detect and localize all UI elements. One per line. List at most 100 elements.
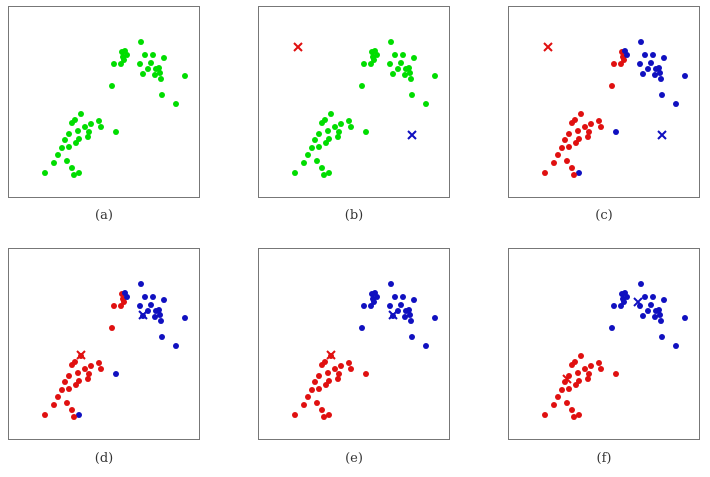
data-point bbox=[76, 412, 82, 418]
data-point bbox=[596, 360, 602, 366]
data-point bbox=[395, 66, 401, 72]
data-point bbox=[62, 137, 68, 143]
data-point bbox=[142, 52, 148, 58]
data-point bbox=[638, 39, 644, 45]
data-point bbox=[566, 386, 572, 392]
data-point bbox=[363, 371, 369, 377]
data-point bbox=[363, 129, 369, 135]
data-point bbox=[388, 281, 394, 287]
caption-e: (e) bbox=[345, 451, 363, 466]
data-point bbox=[98, 366, 104, 372]
data-point bbox=[371, 299, 377, 305]
data-point bbox=[387, 61, 393, 67]
data-point bbox=[73, 382, 79, 388]
data-point bbox=[109, 325, 115, 331]
centroid-marker-red bbox=[293, 42, 303, 52]
data-point bbox=[588, 363, 594, 369]
data-point bbox=[542, 412, 548, 418]
data-point bbox=[305, 394, 311, 400]
data-point bbox=[398, 60, 404, 66]
data-point bbox=[411, 297, 417, 303]
data-point bbox=[613, 371, 619, 377]
data-point bbox=[638, 281, 644, 287]
data-point bbox=[652, 72, 658, 78]
caption-b: (b) bbox=[344, 208, 364, 223]
data-point bbox=[51, 160, 57, 166]
caption-c: (c) bbox=[595, 208, 613, 223]
data-point bbox=[321, 414, 327, 420]
data-point bbox=[569, 165, 575, 171]
data-point bbox=[64, 400, 70, 406]
data-point bbox=[642, 294, 648, 300]
data-point bbox=[98, 124, 104, 130]
data-point bbox=[640, 71, 646, 77]
data-point bbox=[85, 134, 91, 140]
centroid-marker-blue bbox=[657, 130, 667, 140]
panel-d bbox=[8, 248, 200, 440]
centroid-marker-blue bbox=[407, 130, 417, 140]
data-point bbox=[598, 366, 604, 372]
data-point bbox=[124, 294, 130, 300]
data-point bbox=[316, 131, 322, 137]
data-point bbox=[659, 334, 665, 340]
data-point bbox=[321, 172, 327, 178]
data-point bbox=[390, 71, 396, 77]
data-point bbox=[551, 160, 557, 166]
data-point bbox=[292, 412, 298, 418]
data-point bbox=[148, 302, 154, 308]
data-point bbox=[374, 52, 380, 58]
data-point bbox=[325, 370, 331, 376]
data-point bbox=[402, 72, 408, 78]
data-point bbox=[409, 334, 415, 340]
data-point bbox=[86, 371, 92, 377]
data-point bbox=[88, 121, 94, 127]
data-point bbox=[559, 145, 565, 151]
data-point bbox=[309, 145, 315, 151]
data-point bbox=[55, 152, 61, 158]
data-point bbox=[346, 118, 352, 124]
data-point bbox=[661, 297, 667, 303]
scatter-plot-d bbox=[42, 281, 188, 420]
data-point bbox=[150, 294, 156, 300]
data-point bbox=[411, 55, 417, 61]
data-point bbox=[59, 145, 65, 151]
data-point bbox=[121, 57, 127, 63]
data-point bbox=[69, 120, 75, 126]
data-point bbox=[598, 124, 604, 130]
data-point bbox=[645, 308, 651, 314]
data-point bbox=[409, 92, 415, 98]
data-point bbox=[621, 57, 627, 63]
data-point bbox=[578, 353, 584, 359]
data-point bbox=[392, 52, 398, 58]
data-point bbox=[585, 134, 591, 140]
data-point bbox=[576, 412, 582, 418]
data-point bbox=[348, 366, 354, 372]
data-point bbox=[292, 170, 298, 176]
data-point bbox=[609, 83, 615, 89]
data-point bbox=[157, 312, 163, 318]
data-point bbox=[423, 343, 429, 349]
scatter-plot-b bbox=[292, 39, 438, 178]
data-point bbox=[336, 129, 342, 135]
data-point bbox=[156, 65, 162, 71]
data-point bbox=[408, 318, 414, 324]
panel-e bbox=[258, 248, 450, 440]
data-point bbox=[314, 400, 320, 406]
data-point bbox=[332, 366, 338, 372]
data-point bbox=[85, 376, 91, 382]
data-point bbox=[542, 170, 548, 176]
data-point bbox=[551, 402, 557, 408]
data-point bbox=[359, 325, 365, 331]
data-point bbox=[569, 120, 575, 126]
data-point bbox=[400, 52, 406, 58]
data-point bbox=[152, 72, 158, 78]
data-point bbox=[159, 92, 165, 98]
data-point bbox=[86, 129, 92, 135]
data-point bbox=[51, 402, 57, 408]
data-point bbox=[69, 362, 75, 368]
data-point bbox=[182, 315, 188, 321]
data-point bbox=[338, 121, 344, 127]
data-point bbox=[312, 379, 318, 385]
panel-f bbox=[508, 248, 700, 440]
data-point bbox=[301, 160, 307, 166]
